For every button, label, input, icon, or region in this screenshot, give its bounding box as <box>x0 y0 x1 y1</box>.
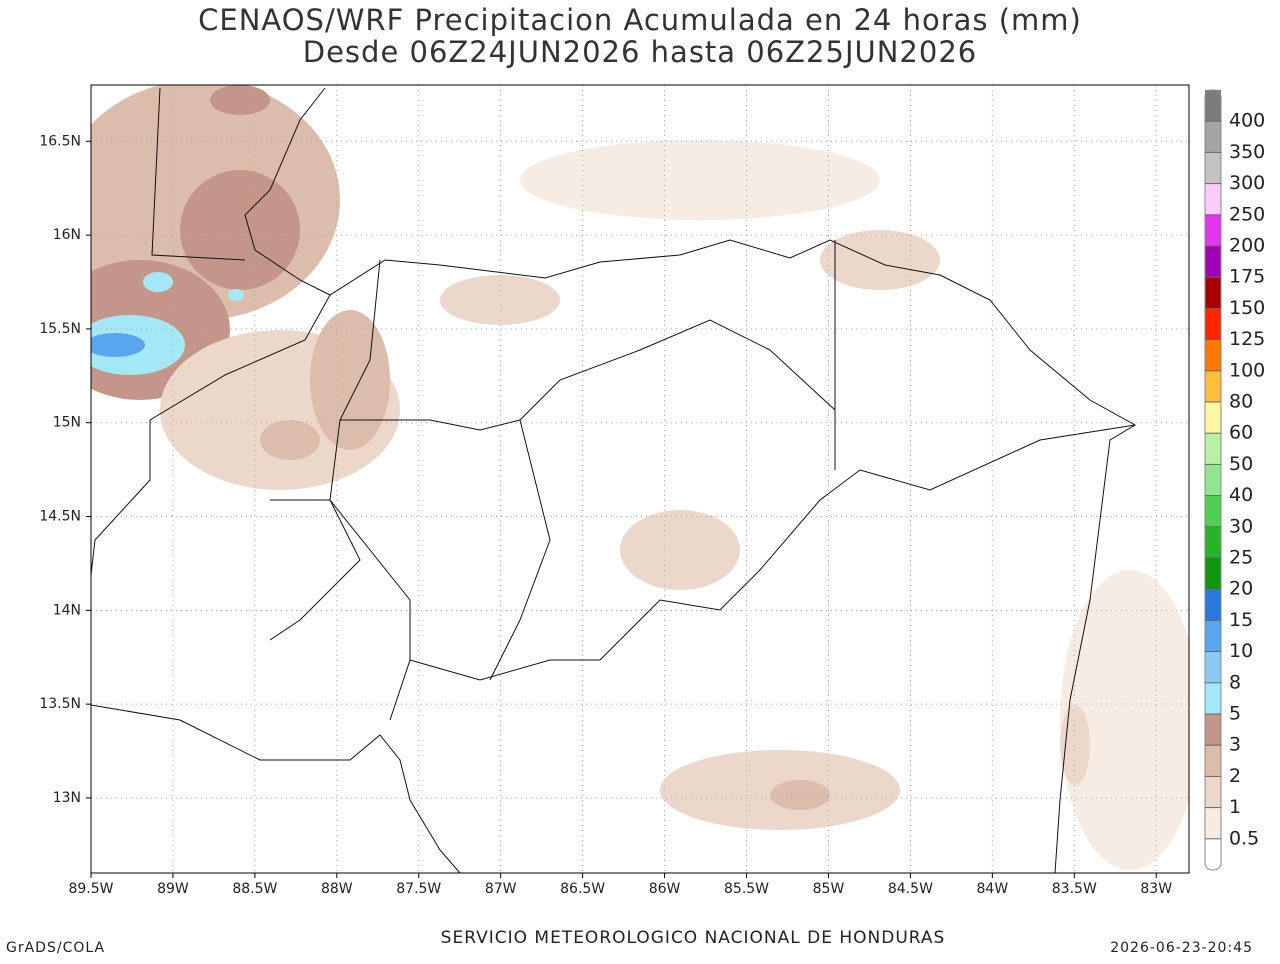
colorbar-swatch <box>1205 183 1221 215</box>
colorbar-label: 2 <box>1229 765 1241 787</box>
colorbar-swatch <box>1205 246 1221 278</box>
colorbar-swatch <box>1205 495 1221 527</box>
y-tick-label: 16.5N <box>39 133 81 149</box>
colorbar-label: 200 <box>1229 235 1265 257</box>
colorbar-label: 30 <box>1229 515 1253 537</box>
colorbar-label: 20 <box>1229 578 1253 600</box>
colorbar-swatch <box>1205 776 1221 808</box>
y-tick-label: 15N <box>53 415 81 431</box>
colorbar-label: 150 <box>1229 297 1265 319</box>
colorbar-swatch <box>1205 121 1221 153</box>
colorbar-label: 250 <box>1229 203 1265 225</box>
x-tick-label: 89.5W <box>68 881 113 897</box>
x-tick-label: 84.5W <box>888 881 933 897</box>
colorbar-swatch <box>1205 589 1221 621</box>
colorbar-label: 125 <box>1229 328 1265 350</box>
x-tick-label: 88.5W <box>232 881 277 897</box>
colorbar-label: 50 <box>1229 453 1253 475</box>
colorbar-swatch <box>1205 714 1221 746</box>
x-tick-label: 85W <box>813 881 845 897</box>
footer-left: GrADS/COLA <box>6 940 105 956</box>
title-line: CENAOS/WRF Precipitacion Acumulada en 24… <box>198 3 1082 37</box>
colorbar-label: 350 <box>1229 141 1265 163</box>
y-tick-label: 16N <box>53 227 81 243</box>
x-tick-label: 87W <box>485 881 517 897</box>
x-tick-label: 88W <box>321 881 353 897</box>
colorbar: 0.5 1 2 3 5 8 10 15 20 25 30 40 50 60 80 100 125 150 175 20… <box>1204 89 1265 871</box>
colorbar-label: 5 <box>1229 703 1241 725</box>
colorbar-label: 175 <box>1229 266 1265 288</box>
colorbar-swatch <box>1205 651 1221 683</box>
colorbar-swatch <box>1205 838 1221 870</box>
boundaries <box>90 87 1136 874</box>
colorbar-label: 10 <box>1229 640 1253 662</box>
y-tick-label: 15.5N <box>39 321 81 337</box>
colorbar-swatch <box>1205 90 1221 122</box>
map-frame <box>90 84 1190 874</box>
colorbar-label: 15 <box>1229 609 1253 631</box>
x-tick-label: 83W <box>1140 881 1172 897</box>
x-tick-label: 86.5W <box>560 881 605 897</box>
colorbar-swatch <box>1205 558 1221 590</box>
colorbar-label: 60 <box>1229 422 1253 444</box>
colorbar-swatch <box>1205 620 1221 652</box>
colorbar-swatch <box>1205 339 1221 371</box>
y-tick-label: 14N <box>53 602 81 618</box>
y-tick-label: 13N <box>53 790 81 806</box>
colorbar-label: 8 <box>1229 671 1241 693</box>
x-tick-label: 87.5W <box>396 881 441 897</box>
colorbar-outline <box>1204 89 1222 871</box>
colorbar-label: 40 <box>1229 484 1253 506</box>
colorbar-label: 100 <box>1229 359 1265 381</box>
colorbar-label: 80 <box>1229 391 1253 413</box>
colorbar-label: 0.5 <box>1229 827 1259 849</box>
colorbar-swatch <box>1205 152 1221 184</box>
x-tick-label: 89W <box>157 881 189 897</box>
x-tick-label: 83.5W <box>1052 881 1097 897</box>
x-tick-label: 84W <box>977 881 1009 897</box>
colorbar-swatch <box>1205 402 1221 434</box>
footer-center: SERVICIO METEOROLOGICO NACIONAL DE HONDU… <box>441 928 946 948</box>
colorbar-label: 3 <box>1229 734 1241 756</box>
footer-right: 2026-06-23-20:45 <box>1110 940 1253 956</box>
x-tick-label: 86W <box>649 881 681 897</box>
precipitation-field <box>91 85 1189 870</box>
colorbar-swatch <box>1205 745 1221 777</box>
y-tick-label: 13.5N <box>39 696 81 712</box>
colorbar-swatch <box>1205 308 1221 340</box>
colorbar-swatch <box>1205 807 1221 839</box>
colorbar-swatch <box>1205 464 1221 496</box>
colorbar-label: 25 <box>1229 547 1253 569</box>
colorbar-swatch <box>1205 277 1221 309</box>
colorbar-swatch <box>1205 370 1221 402</box>
colorbar-swatch <box>1205 433 1221 465</box>
colorbar-swatch <box>1205 214 1221 246</box>
colorbar-label: 400 <box>1229 110 1265 132</box>
title-line: Desde 06Z24JUN2026 hasta 06Z25JUN2026 <box>303 35 977 69</box>
colorbar-swatch <box>1205 682 1221 714</box>
colorbar-label: 300 <box>1229 172 1265 194</box>
y-tick-label: 14.5N <box>39 509 81 525</box>
x-tick-label: 85.5W <box>724 881 769 897</box>
colorbar-label: 1 <box>1229 796 1241 818</box>
colorbar-swatch <box>1205 526 1221 558</box>
grid <box>90 85 1189 873</box>
